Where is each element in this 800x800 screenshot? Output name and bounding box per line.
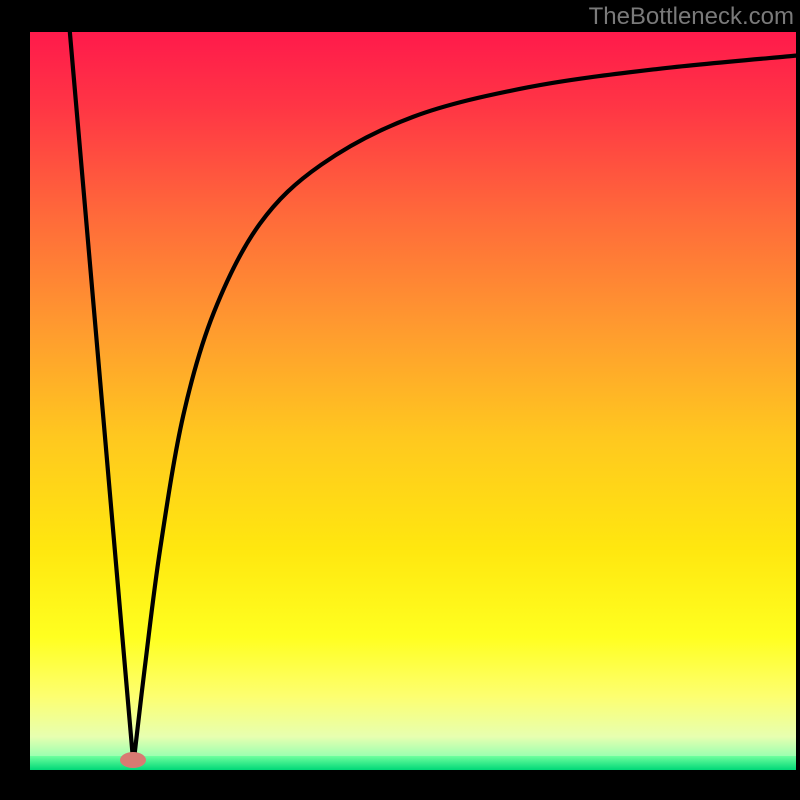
watermark-text: TheBottleneck.com <box>589 3 794 31</box>
plot-background-gradient <box>30 32 796 770</box>
frame-border-right <box>796 0 800 800</box>
chart-stage: TheBottleneck.com <box>0 0 800 800</box>
frame-border-bottom <box>0 770 800 800</box>
frame-border-left <box>0 0 30 800</box>
